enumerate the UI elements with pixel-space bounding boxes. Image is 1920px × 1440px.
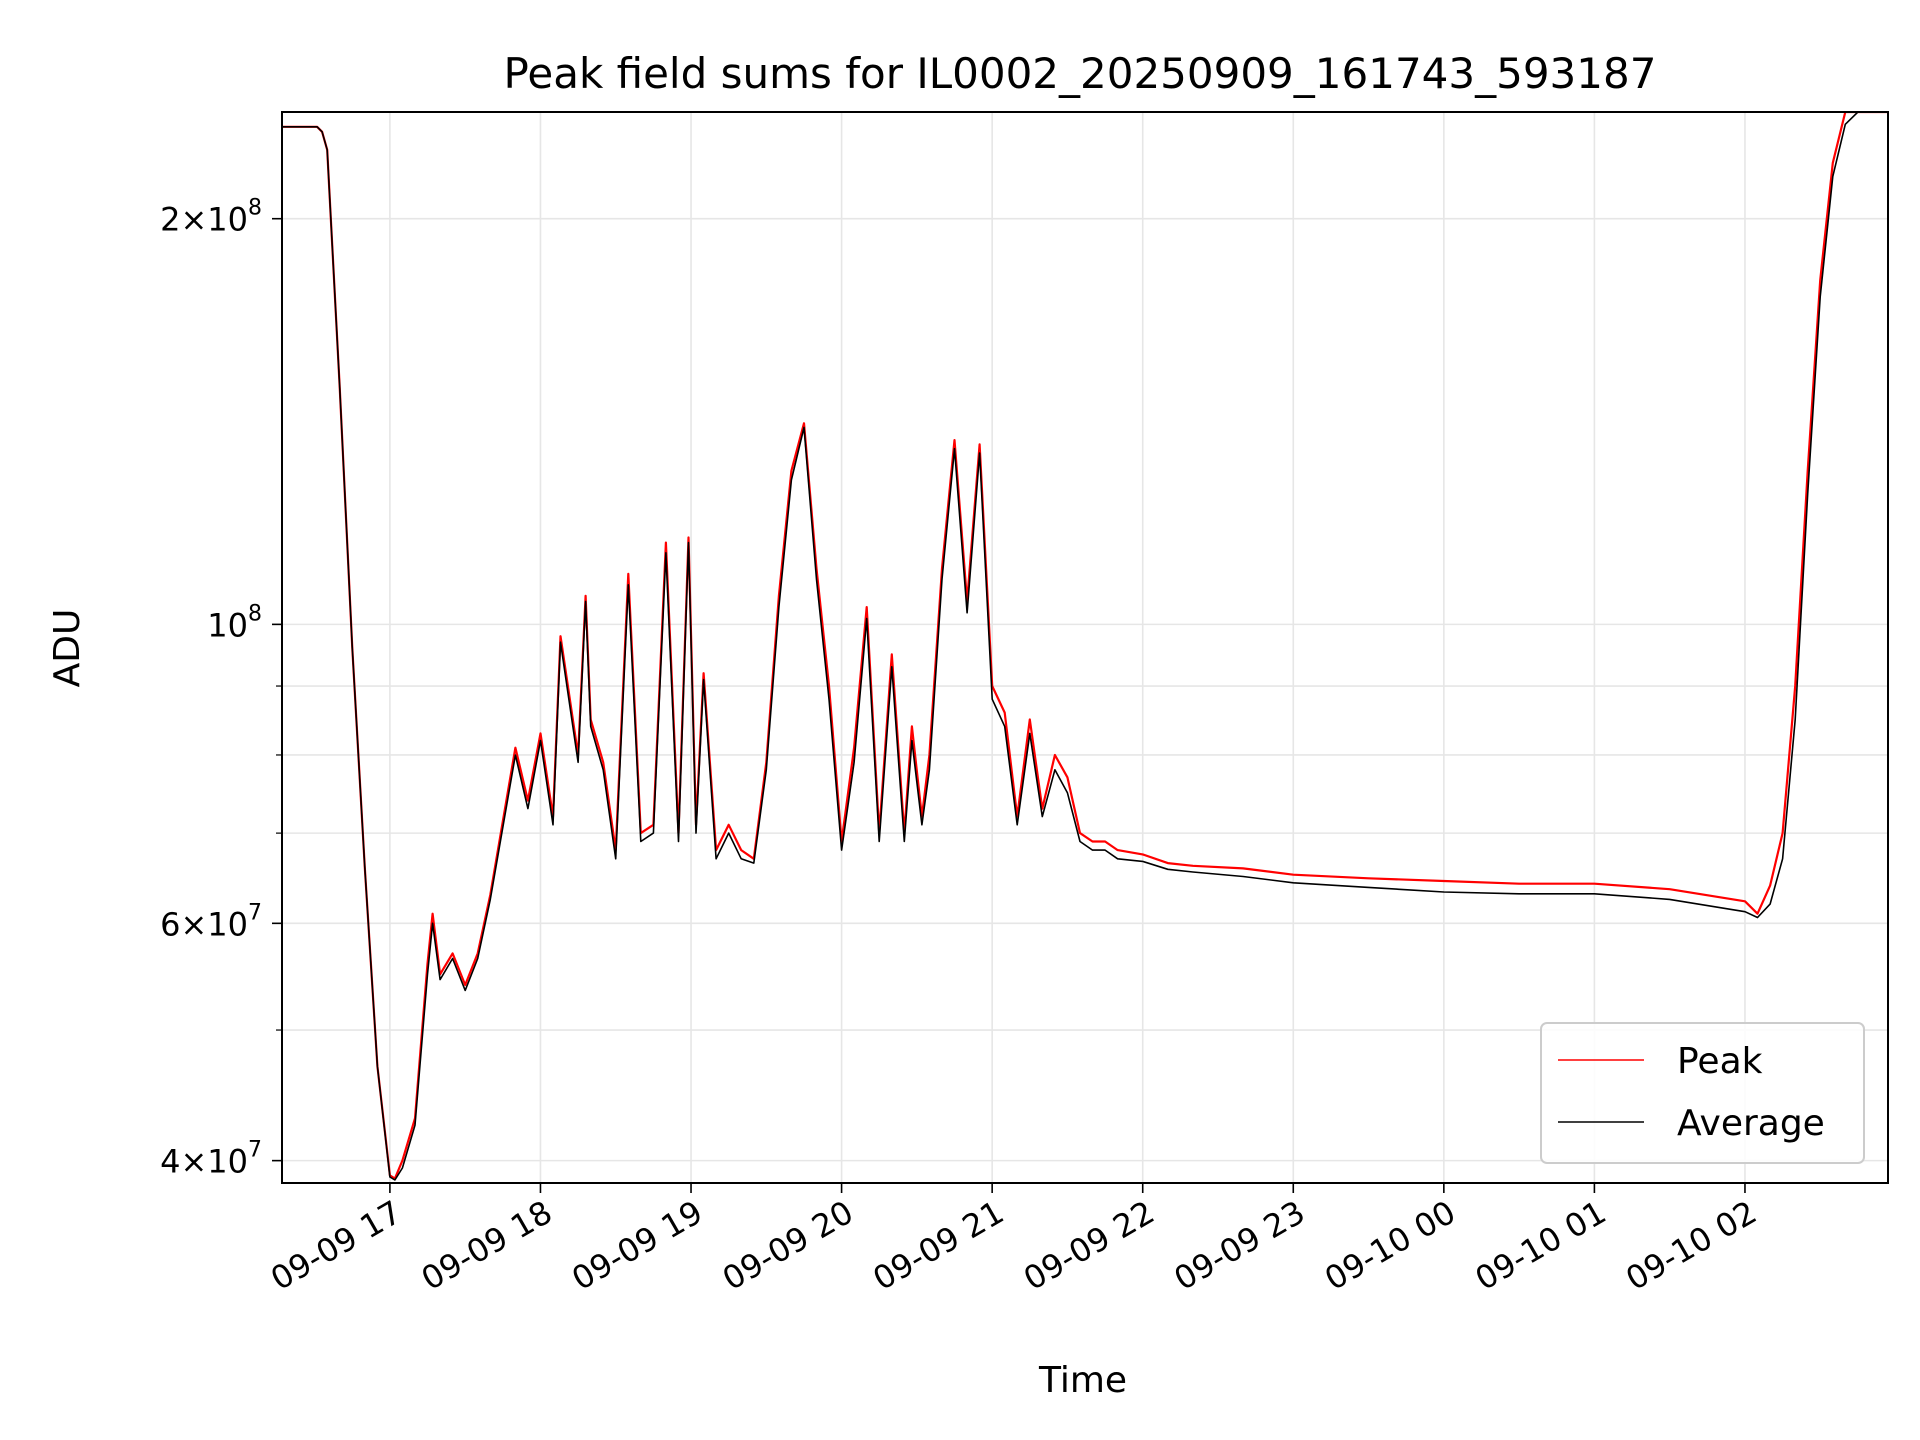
y-tick-label-base: 10 bbox=[207, 606, 248, 644]
series-line-average bbox=[282, 112, 1888, 1181]
y-tick-label: 2×108 bbox=[160, 196, 262, 239]
y-tick-label-base: 2×10 bbox=[160, 201, 248, 239]
y-tick-label-exponent: 8 bbox=[248, 601, 262, 626]
y-tick-label: 4×107 bbox=[160, 1138, 262, 1181]
series-layer bbox=[282, 112, 1888, 1181]
plot-background bbox=[282, 112, 1888, 1183]
y-tick-label-exponent: 7 bbox=[248, 900, 262, 925]
legend-box bbox=[1540, 1022, 1865, 1164]
series-line-peak bbox=[282, 112, 1888, 1180]
y-tick-label-base: 6×10 bbox=[160, 905, 248, 943]
legend: Peak Average bbox=[1540, 1022, 1865, 1164]
y-tick-label-exponent: 7 bbox=[248, 1138, 262, 1163]
y-tick-label: 6×107 bbox=[160, 900, 262, 943]
legend-label-average: Average bbox=[1677, 1103, 1825, 1144]
legend-label-peak: Peak bbox=[1677, 1041, 1763, 1082]
chart-title: Peak field sums for IL0002_20250909_1617… bbox=[504, 49, 1657, 98]
x-axis-label: Time bbox=[1038, 1360, 1127, 1401]
plot-frame bbox=[281, 111, 1889, 1184]
y-axis-label: ADU bbox=[47, 609, 88, 688]
y-tick-label-exponent: 8 bbox=[248, 196, 262, 221]
y-tick-label: 108 bbox=[207, 601, 262, 644]
plot-area bbox=[281, 111, 1889, 1184]
grid bbox=[282, 112, 1888, 1183]
y-tick-label-base: 4×10 bbox=[160, 1143, 248, 1181]
